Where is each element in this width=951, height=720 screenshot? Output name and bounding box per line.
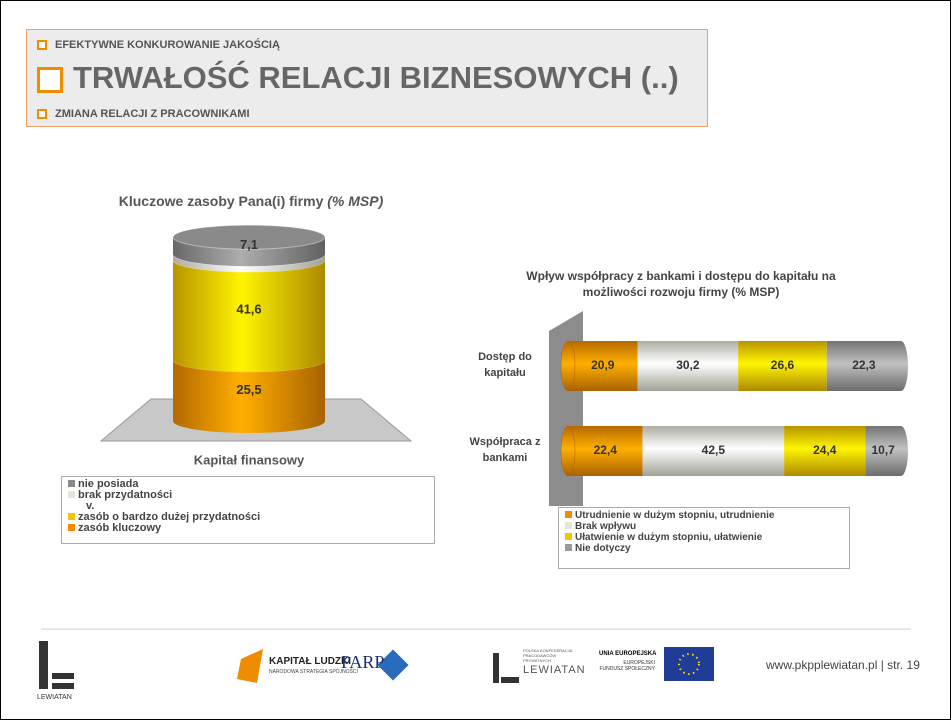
legend-label: Brak wpływu xyxy=(575,521,637,532)
legend-item: Utrudnienie w dużym stopniu, utrudnienie xyxy=(565,510,843,521)
side-wall xyxy=(549,311,583,506)
header-title: TRWAŁOŚĆ RELACJI BIZNESOWYCH (..) xyxy=(37,60,679,96)
legend-swatch xyxy=(68,524,75,531)
page-footer: www.pkpplewiatan.pl | str. 19 xyxy=(766,658,920,672)
logo-mark xyxy=(39,641,48,689)
logo-text: PARP xyxy=(341,652,385,672)
logo-text: LEWIATAN xyxy=(37,694,72,701)
legend-swatch xyxy=(565,511,572,518)
value-label: 26,6 xyxy=(771,358,795,372)
logo-text: KAPITAŁ LUDZKI xyxy=(269,656,352,667)
logo-text: POLSKA KONFEDERACJA PRACODAWCÓW PRYWATNY… xyxy=(523,648,573,663)
bar-cap xyxy=(894,341,908,391)
value-label: 25,5 xyxy=(236,382,261,397)
header-item: EFEKTYWNE KONKUROWANIE JAKOŚCIĄ xyxy=(37,39,280,51)
legend-swatch xyxy=(565,533,572,540)
legend-item: Ułatwienie w dużym stopniu, ułatwienie xyxy=(565,532,843,543)
legend-label: Ułatwienie w dużym stopniu, ułatwienie xyxy=(575,532,763,543)
value-label: 22,4 xyxy=(594,443,618,457)
legend-item: nie posiada xyxy=(68,479,428,490)
logo-mark xyxy=(377,649,409,681)
logo-mark xyxy=(52,673,74,679)
legend-item: Brak wpływu xyxy=(565,521,843,532)
value-label: 24,4 xyxy=(813,443,837,457)
legend-label: nie posiada xyxy=(78,478,139,490)
chart-title: Kluczowe zasoby Pana(i) firmy (% MSP) xyxy=(61,193,441,209)
logo-text: UNIA EUROPEJSKA xyxy=(599,651,657,657)
legend-item: brak przydatności xyxy=(68,490,428,501)
legend-label: brak przydatności xyxy=(78,489,173,501)
bar-segment xyxy=(642,426,785,476)
legend-label: zasób kluczowy xyxy=(78,522,162,534)
legend-swatch xyxy=(68,480,75,487)
logo-mark xyxy=(237,649,263,683)
legend-label: Nie dotyczy xyxy=(575,543,631,554)
legend: nie posiada brak przydatności v. zasób o ba… xyxy=(61,476,435,544)
legend-swatch xyxy=(68,491,75,498)
bar-segment xyxy=(738,341,827,391)
logo-mark xyxy=(493,653,499,683)
cylinder-segment xyxy=(173,259,325,360)
bar-segment xyxy=(784,426,866,476)
value-label: 22,3 xyxy=(852,358,876,372)
value-label: 30,2 xyxy=(676,358,700,372)
legend-extra: v. xyxy=(86,500,95,512)
cylinder-cap xyxy=(172,224,326,250)
value-label: 41,6 xyxy=(236,301,261,316)
bar-cap xyxy=(560,425,576,477)
logo-text: LEWIATAN xyxy=(523,664,586,676)
legend: Utrudnienie w dużym stopniu, utrudnienie… xyxy=(558,507,850,569)
category-label: Współpraca z bankami xyxy=(469,436,541,464)
value-label: 42,5 xyxy=(702,443,726,457)
legend-label: zasób o bardzo dużej przydatności xyxy=(78,511,261,523)
logo-mark xyxy=(501,677,519,683)
bar-segment xyxy=(637,341,739,391)
logo-text: NARODOWA STRATEGIA SPÓJNOŚCI xyxy=(269,669,358,675)
logo-text: EUROPEJSKI FUNDUSZ SPOŁECZNY xyxy=(599,660,655,672)
legend-swatch xyxy=(565,522,572,529)
legend-swatch xyxy=(565,544,572,551)
bar-segment xyxy=(568,426,643,476)
value-label: 10,7 xyxy=(872,443,896,457)
header-item: ZMIANA RELACJI Z PRACOWNIKAMI xyxy=(37,108,250,120)
logo-mark xyxy=(52,683,74,689)
bar-segment xyxy=(568,341,638,391)
legend-item: zasób o bardzo dużej przydatności xyxy=(68,512,428,523)
title-unit: (% MSP) xyxy=(327,193,384,209)
category-label: Kapitał finansowy xyxy=(194,452,305,467)
legend-item: Nie dotyczy xyxy=(565,543,843,554)
chart-title: Wpływ współpracy z bankami i dostępu do … xyxy=(526,269,836,299)
bar-segment xyxy=(826,341,901,391)
eu-flag xyxy=(664,647,714,681)
value-label: 20,9 xyxy=(591,358,615,372)
bar-cap xyxy=(894,426,908,476)
legend-swatch xyxy=(68,513,75,520)
eu-stars xyxy=(678,653,700,675)
category-label: Dostęp do kapitału xyxy=(478,351,532,379)
header-box: EFEKTYWNE KONKUROWANIE JAKOŚCIĄ TRWAŁOŚĆ… xyxy=(26,29,708,127)
legend-label: Utrudnienie w dużym stopniu, utrudnienie xyxy=(575,510,775,521)
bar-cap xyxy=(560,340,576,392)
title-text: Kluczowe zasoby Pana(i) firmy xyxy=(118,193,324,209)
value-label: 7,1 xyxy=(240,237,258,252)
legend-item: zasób kluczowy xyxy=(68,523,428,534)
